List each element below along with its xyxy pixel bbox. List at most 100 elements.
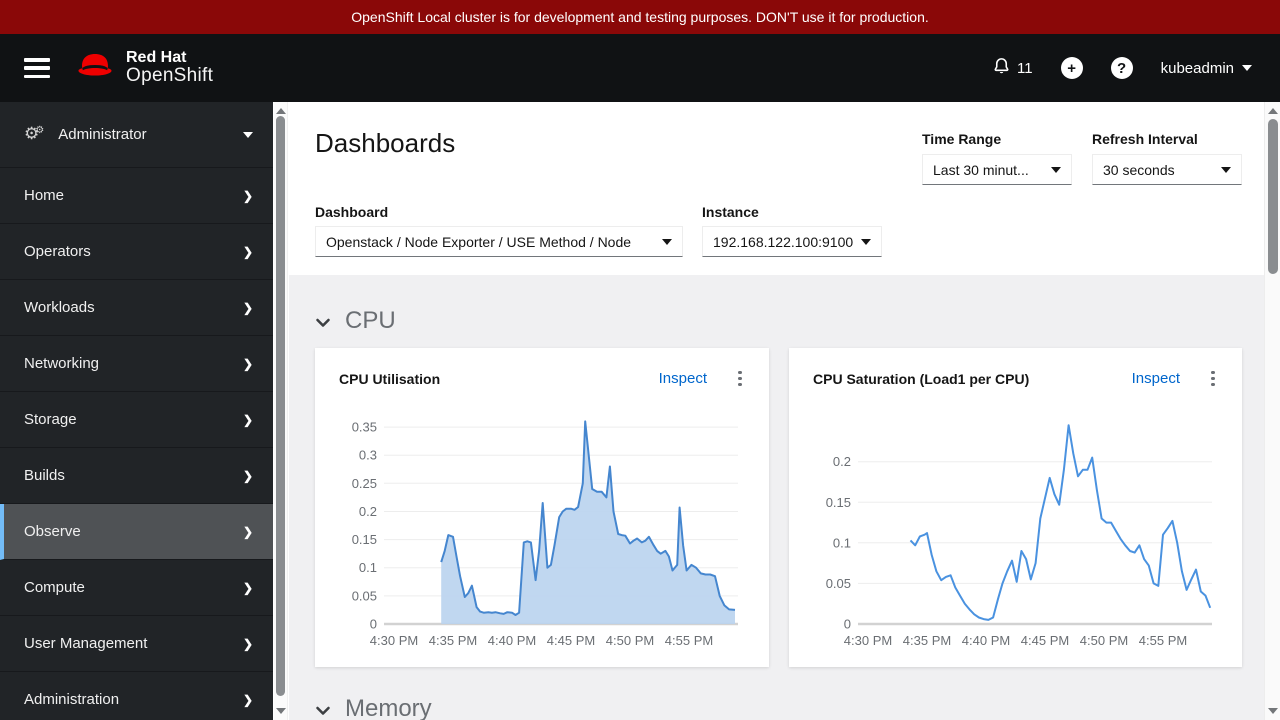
cpu-saturation-card: CPU Saturation (Load1 per CPU) Inspect 0… [789,348,1242,667]
svg-text:0.05: 0.05 [352,588,377,603]
caret-down-icon [1242,65,1252,71]
hamburger-menu-icon[interactable] [24,58,50,78]
masthead: Red Hat OpenShift 11 + ? kubeadmin [0,34,1280,102]
chevron-right-icon: ❯ [242,468,253,483]
sidebar-item-networking[interactable]: Networking ❯ [0,336,273,392]
inspect-link[interactable]: Inspect [1131,370,1180,387]
content-scrollbar[interactable] [274,102,288,720]
scroll-up-arrow-icon[interactable] [275,108,286,114]
brand-product: OpenShift [126,65,214,87]
time-range-label: Time Range [922,131,1002,147]
svg-text:0: 0 [844,617,851,632]
cpu-utilisation-chart: 0 0.05 0.1 0.15 0.2 0.25 0.3 0.35 4:30 PM 4:35 PM… [315,403,769,655]
svg-text:4:35 PM: 4:35 PM [429,633,477,648]
kebab-menu-icon[interactable] [737,370,743,387]
caret-down-icon [243,131,253,138]
svg-text:4:50 PM: 4:50 PM [606,633,654,648]
caret-down-icon [1221,166,1231,173]
chevron-right-icon: ❯ [242,244,253,259]
svg-text:0.2: 0.2 [359,504,377,519]
instance-label: Instance [702,204,759,220]
svg-text:4:45 PM: 4:45 PM [547,633,595,648]
chevron-right-icon: ❯ [242,692,253,707]
chevron-right-icon: ❯ [242,412,253,427]
page-scrollbar[interactable] [1264,102,1280,720]
scrollbar-thumb[interactable] [1268,119,1278,274]
refresh-interval-select[interactable]: 30 seconds [1092,154,1242,185]
notification-count: 11 [1017,59,1033,77]
main-content: Dashboards Time Range Last 30 minut... R… [289,102,1264,720]
dashboards-body: CPU CPU Utilisation Inspect 0 0.05 0.1 0.15… [289,275,1264,720]
sidebar-item-observe[interactable]: Observe ❯ [0,504,273,560]
chevron-down-icon [316,318,330,327]
bell-icon [992,56,1011,80]
caret-down-icon [861,238,871,245]
help-icon[interactable]: ? [1110,57,1133,79]
notifications-button[interactable]: 11 [992,56,1033,80]
dashboard-select[interactable]: Openstack / Node Exporter / USE Method /… [315,226,683,257]
caret-down-icon [1051,166,1061,173]
chevron-right-icon: ❯ [242,580,253,595]
scroll-down-arrow-icon[interactable] [1267,708,1278,714]
section-toggle-cpu[interactable]: CPU [315,307,396,335]
svg-text:4:55 PM: 4:55 PM [665,633,713,648]
svg-text:4:40 PM: 4:40 PM [962,633,1010,648]
svg-text:0.15: 0.15 [352,532,377,547]
sidebar-item-compute[interactable]: Compute ❯ [0,560,273,616]
chart-title: CPU Saturation (Load1 per CPU) [813,370,1030,387]
refresh-interval-label: Refresh Interval [1092,131,1198,147]
sidebar-item-builds[interactable]: Builds ❯ [0,448,273,504]
time-range-select[interactable]: Last 30 minut... [922,154,1072,185]
chevron-right-icon: ❯ [242,524,253,539]
svg-text:0.35: 0.35 [352,420,377,435]
svg-text:0.25: 0.25 [352,476,377,491]
brand-name: Red Hat [126,48,187,66]
chevron-right-icon: ❯ [242,356,253,371]
kebab-menu-icon[interactable] [1210,370,1216,387]
chart-title: CPU Utilisation [339,370,441,387]
inspect-link[interactable]: Inspect [658,370,707,387]
dev-warning-text: OpenShift Local cluster is for developme… [351,9,929,25]
redhat-openshift-logo[interactable]: Red Hat OpenShift [72,49,213,88]
svg-text:4:35 PM: 4:35 PM [903,633,951,648]
dashboard-label: Dashboard [315,204,389,220]
caret-down-icon [662,238,672,245]
sidebar-item-operators[interactable]: Operators ❯ [0,224,273,280]
user-menu[interactable]: kubeadmin [1161,60,1252,77]
sidebar-item-administration[interactable]: Administration ❯ [0,672,273,720]
instance-select[interactable]: 192.168.122.100:9100 [702,226,882,257]
svg-text:0.1: 0.1 [833,535,851,550]
perspective-switcher[interactable]: ⚙⚙ Administrator [0,102,273,168]
svg-text:0.3: 0.3 [359,448,377,463]
cpu-utilisation-card: CPU Utilisation Inspect 0 0.05 0.1 0.15 0.2 0… [315,348,769,667]
scroll-up-arrow-icon[interactable] [1267,108,1278,114]
svg-text:0.1: 0.1 [359,560,377,575]
svg-text:0.2: 0.2 [833,454,851,469]
chevron-right-icon: ❯ [242,300,253,315]
sidebar-item-user-management[interactable]: User Management ❯ [0,616,273,672]
svg-text:4:30 PM: 4:30 PM [844,633,892,648]
chevron-right-icon: ❯ [242,636,253,651]
add-plus-icon[interactable]: + [1060,57,1083,79]
svg-text:0.15: 0.15 [826,495,851,510]
sidebar-item-storage[interactable]: Storage ❯ [0,392,273,448]
sidebar-item-home[interactable]: Home ❯ [0,168,273,224]
gears-icon: ⚙⚙ [24,123,45,143]
svg-text:4:30 PM: 4:30 PM [370,633,418,648]
svg-text:4:50 PM: 4:50 PM [1080,633,1128,648]
scroll-down-arrow-icon[interactable] [275,708,286,714]
svg-text:0: 0 [370,617,377,632]
cpu-saturation-chart: 0 0.05 0.1 0.15 0.2 4:30 PM 4:35 PM 4:40 PM 4:45… [789,403,1242,655]
section-toggle-memory[interactable]: Memory [315,695,432,720]
page-header: Dashboards Time Range Last 30 minut... R… [289,102,1264,275]
scrollbar-thumb[interactable] [276,116,285,696]
chevron-right-icon: ❯ [242,188,253,203]
svg-text:4:55 PM: 4:55 PM [1139,633,1187,648]
sidebar-item-workloads[interactable]: Workloads ❯ [0,280,273,336]
chevron-down-icon [316,706,330,715]
svg-text:0.05: 0.05 [826,576,851,591]
svg-text:4:45 PM: 4:45 PM [1021,633,1069,648]
redhat-fedora-icon [72,49,118,88]
username: kubeadmin [1160,59,1234,77]
dev-warning-banner: OpenShift Local cluster is for developme… [0,0,1280,34]
